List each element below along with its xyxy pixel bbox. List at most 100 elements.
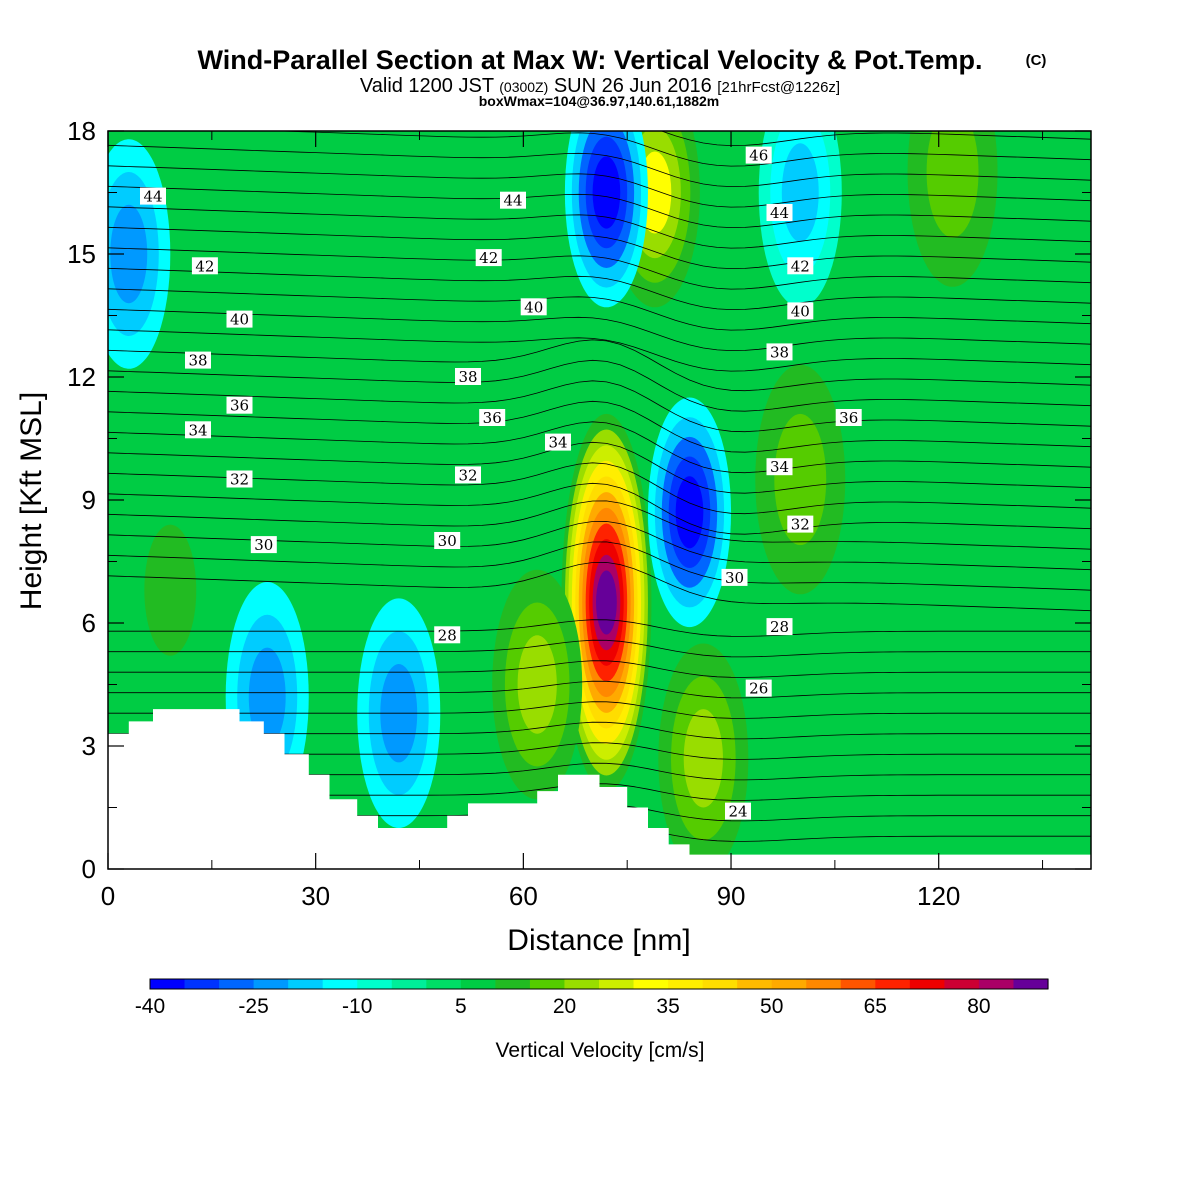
theta-label: 42	[475, 249, 502, 267]
theta-label-text: 32	[230, 471, 249, 489]
theta-contour-line	[108, 165, 1091, 208]
colorbar-tick-label: 50	[760, 995, 783, 1018]
colorbar-bin	[288, 979, 324, 989]
velocity-contour	[110, 204, 148, 304]
theta-label: 36	[835, 409, 862, 427]
theta-label: 28	[434, 626, 461, 644]
x-tick-label: 60	[509, 881, 538, 911]
colorbar-bin	[875, 979, 911, 989]
theta-label: 34	[766, 458, 793, 476]
theta-label-text: 36	[483, 409, 502, 427]
theta-contour-line	[108, 462, 1091, 515]
theta-contour-line	[108, 206, 1091, 249]
theta-contour-line	[108, 359, 1091, 412]
theta-label-text: 40	[524, 298, 543, 316]
theta-contour-line	[108, 308, 1091, 352]
velocity-contour	[592, 156, 621, 229]
theta-contour-line	[108, 185, 1091, 229]
theta-label-text: 32	[458, 466, 477, 484]
colorbar-bin	[668, 979, 704, 989]
valid-utc: (0300Z)	[499, 79, 548, 95]
colorbar-tick-label: -25	[238, 995, 268, 1018]
theta-label-text: 30	[438, 532, 457, 550]
colorbar-bin	[840, 979, 876, 989]
plot-area: 44 44 44 46 42 42 42 40 40 40 38 38 38 36 36 36 34 34 34 32…	[108, 131, 1091, 869]
theta-label: 30	[434, 532, 461, 550]
theta-label: 44	[766, 204, 793, 222]
velocity-contour	[781, 143, 819, 242]
theta-contour-line	[108, 329, 1091, 372]
theta-label: 32	[455, 466, 481, 484]
theta-contour-labels: 44 44 44 46 42 42 42 40 40 40 38 38 38 36 36 36 34 34 34 32…	[140, 146, 862, 821]
theta-label-text: 36	[839, 409, 858, 427]
colorbar-tick-label: 5	[455, 995, 467, 1018]
colorbar-bin	[978, 979, 1015, 989]
colorbar-tick-labels: -40 -25 -10 5 20 35 50 65 80	[135, 995, 991, 1018]
colorbar-bin	[253, 979, 289, 989]
velocity-contour	[517, 635, 557, 734]
box-info: boxWmax=104@36.97,140.61,1882m	[479, 93, 720, 109]
colorbar-tick-label: 20	[553, 995, 576, 1018]
theta-contour-line	[271, 131, 1091, 167]
theta-contour-line	[108, 639, 1091, 658]
y-axis-label: Height [Kft MSL]	[15, 392, 48, 610]
velocity-contour	[675, 476, 704, 549]
theta-label: 44	[140, 187, 166, 206]
theta-label: 38	[185, 351, 211, 370]
theta-label: 36	[479, 409, 506, 427]
theta-contour-line	[108, 561, 1091, 612]
theta-label: 24	[725, 802, 751, 821]
colorbar-bin	[322, 979, 358, 989]
theta-label: 36	[226, 396, 253, 415]
colorbar-bin	[771, 979, 807, 989]
theta-label-text: 26	[749, 680, 768, 698]
theta-label-text: 38	[770, 343, 789, 361]
theta-label-text: 34	[770, 458, 789, 476]
theta-label: 28	[766, 618, 793, 636]
theta-label: 38	[766, 343, 793, 361]
colorbar-tick-label: 80	[967, 995, 990, 1018]
theta-label-text: 38	[458, 368, 477, 386]
colorbar-bin	[564, 979, 600, 989]
colorbar-bin	[529, 979, 566, 989]
x-tick-label: 90	[717, 881, 746, 911]
theta-contour-line	[660, 131, 1091, 147]
theta-contour-line	[108, 339, 1091, 392]
colorbar-bin	[737, 979, 773, 989]
colorbar-bin	[219, 979, 255, 989]
theta-label: 26	[745, 679, 772, 698]
theta-label: 32	[787, 515, 814, 534]
title-mark: (C)	[1026, 52, 1047, 69]
theta-contour-line	[108, 619, 1091, 637]
colorbar-bin	[391, 979, 427, 989]
theta-label: 32	[226, 470, 253, 489]
colorbar-bin	[944, 979, 980, 989]
valid-date: SUN 26 Jun 2016	[554, 75, 712, 97]
forecast-info: [21hrFcst@1226z]	[717, 79, 840, 96]
y-tick-label: 12	[67, 362, 96, 392]
theta-label-text: 24	[728, 803, 747, 821]
colorbar-bin	[633, 979, 669, 989]
velocity-contour	[596, 570, 617, 635]
theta-label-text: 42	[195, 257, 214, 275]
colorbar-bin	[426, 979, 462, 989]
theta-contour-line	[108, 144, 1091, 188]
theta-label-text: 32	[791, 516, 810, 534]
velocity-contour	[683, 709, 723, 808]
theta-contour-line	[108, 288, 1091, 331]
y-tick-label: 15	[67, 239, 96, 269]
theta-label: 40	[520, 298, 547, 316]
colorbar-tick-label: 65	[864, 995, 887, 1018]
theta-label-text: 34	[188, 421, 207, 439]
y-tick-label: 18	[67, 116, 96, 146]
theta-label-text: 42	[479, 249, 498, 267]
colorbar-frame	[149, 978, 1049, 990]
theta-label-text: 44	[503, 192, 522, 210]
colorbar	[149, 978, 1049, 990]
x-tick-label: 0	[101, 881, 115, 911]
theta-label: 34	[545, 433, 571, 452]
theta-label-text: 44	[770, 204, 789, 222]
theta-label: 30	[250, 536, 277, 554]
